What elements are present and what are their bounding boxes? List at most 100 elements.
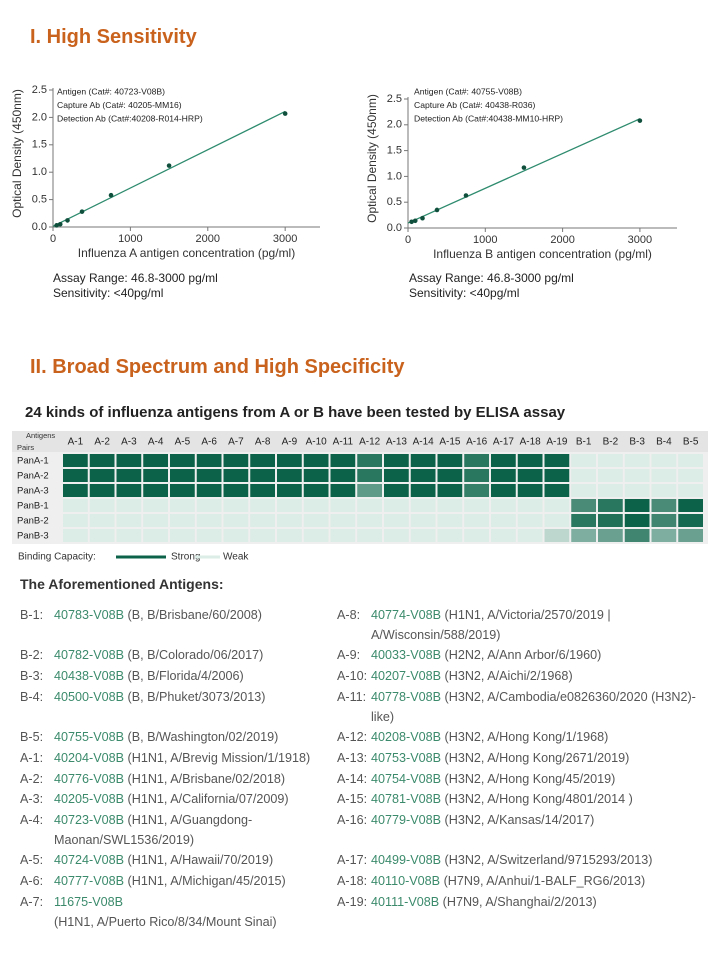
annotation: Capture Ab (Cat#: 40438-R036)	[414, 100, 535, 110]
y-tick-label: 1.5	[32, 139, 47, 151]
antigen-body: 40033-V08B (H2N2, A/Ann Arbor/6/1960)	[371, 646, 710, 666]
antigen-body: 40754-V08B (H3N2, A/Hong Kong/45/2019)	[371, 770, 710, 790]
antigen-entry: A-14: 40754-V08B (H3N2, A/Hong Kong/45/20…	[337, 770, 710, 790]
heatmap-cell	[170, 484, 195, 497]
data-point	[463, 193, 469, 198]
data-point	[282, 111, 288, 116]
heatmap-cell	[89, 514, 115, 527]
heatmap-cell	[384, 529, 409, 542]
heatmap-cell	[63, 484, 88, 497]
antigen-entry: B-3: 40438-V08B (B, B/Florida/4/2006)	[20, 667, 337, 687]
heatmap-cell	[196, 514, 222, 527]
antigen-list: B-1: 40783-V08B (B, B/Brisbane/60/2008) A-…	[20, 606, 710, 932]
antigen-code: B-1:	[20, 608, 44, 622]
heatmap-cell	[223, 484, 249, 497]
heatmap-cell	[170, 469, 195, 482]
heatmap-cell	[89, 454, 115, 467]
column-label: A-3	[121, 437, 137, 448]
heatmap-cell	[277, 454, 302, 467]
antigen-description: (H3N2, A/Hong Kong/2671/2019)	[444, 750, 630, 765]
antigen-description: (B, B/Washington/02/2019)	[127, 730, 279, 745]
antigen-description: (H3N2, A/Hong Kong/1/1968)	[444, 730, 609, 745]
heatmap-cell	[357, 454, 382, 467]
catalog-number: 40724-V08B	[54, 853, 125, 868]
antigen-description: (H1N1, A/Hawaii/70/2019)	[127, 853, 274, 868]
antigen-body: 40782-V08B (B, B/Colorado/06/2017)	[54, 646, 337, 666]
column-label: A-13	[386, 437, 408, 448]
antigen-code: A-16:	[337, 813, 368, 828]
heatmap-cell	[357, 499, 382, 512]
y-tick-label: 0.5	[32, 194, 47, 206]
antigen-entry: A-8: 40774-V08B (H1N1, A/Victoria/2570/20…	[337, 606, 710, 645]
antigen-code: A-14:	[337, 771, 368, 786]
heatmap-cell	[89, 484, 115, 497]
heatmap-cell	[223, 469, 249, 482]
heatmap-cell	[384, 499, 409, 512]
heatmap-cell	[678, 484, 703, 497]
column-label: A-19	[546, 437, 568, 448]
heatmap-cell	[384, 484, 409, 497]
antigen-body: 40205-V08B (H1N1, A/California/07/2009)	[54, 790, 337, 810]
heatmap-cell	[277, 529, 302, 542]
x-tick-label: 0	[50, 233, 56, 245]
column-label: A-1	[68, 437, 84, 448]
column-label: A-12	[359, 437, 381, 448]
heatmap-cell	[598, 514, 623, 527]
antigen-code: A-1:	[20, 750, 44, 765]
data-point	[166, 163, 172, 168]
heatmap-cell	[303, 484, 329, 497]
data-point	[54, 223, 59, 228]
heatmap-cell	[437, 529, 463, 542]
heatmap-cell	[544, 499, 570, 512]
catalog-number: 40779-V08B	[371, 813, 442, 828]
heatmap-cell	[517, 499, 543, 512]
row-label: PanA-2	[17, 471, 49, 482]
heatmap-cell	[571, 484, 596, 497]
catalog-number: 40776-V08B	[54, 771, 125, 786]
heatmap-cell	[678, 469, 703, 482]
column-label: A-14	[413, 437, 435, 448]
heatmap-cell	[303, 454, 329, 467]
antigen-body: 40774-V08B (H1N1, A/Victoria/2570/2019 |…	[371, 606, 710, 645]
row-label: PanB-3	[17, 531, 49, 542]
heatmap-cell	[598, 469, 623, 482]
antigen-code: B-4:	[20, 689, 44, 704]
antigen-body: 40499-V08B (H3N2, A/Switzerland/9715293/…	[371, 851, 710, 871]
antigen-code: A-13:	[337, 750, 368, 765]
x-tick-label: 1000	[118, 233, 142, 245]
data-point	[637, 118, 643, 123]
antigen-entry: B-4: 40500-V08B (B, B/Phuket/3073/2013)	[20, 688, 337, 727]
heatmap-cell	[410, 499, 436, 512]
antigen-description: (H3N2, A/Cambodia/e0826360/2020 (H3N2)-l…	[371, 689, 696, 724]
heatmap-cell	[196, 454, 222, 467]
heatmap-cell	[143, 499, 168, 512]
x-tick-label: 0	[405, 234, 411, 246]
antigen-body: 40438-V08B (B, B/Florida/4/2006)	[54, 667, 337, 687]
column-label: B-2	[603, 437, 619, 448]
data-point	[412, 218, 418, 224]
data-point	[521, 165, 527, 170]
heatmap-cell	[651, 499, 677, 512]
heatmap-cell	[624, 499, 650, 512]
column-label: A-18	[520, 437, 542, 448]
heatmap-cell	[196, 499, 222, 512]
antigen-description: (H3N2, A/Aichi/2/1968)	[444, 669, 573, 684]
heatmap-cell	[544, 469, 570, 482]
column-label: A-7	[228, 437, 244, 448]
heatmap-cell	[223, 454, 249, 467]
heatmap-cell	[143, 469, 168, 482]
antigen-entry: A-5: 40724-V08B (H1N1, A/Hawaii/70/2019)	[20, 851, 337, 871]
trend-line	[52, 110, 286, 227]
row-label: PanA-1	[17, 456, 49, 467]
note: Sensitivity: <40pg/ml	[53, 286, 163, 300]
heatmap-cell	[250, 514, 275, 527]
antigen-code: A-10:	[337, 669, 368, 684]
antigen-description: (H7N9, A/Anhui/1-BALF_RG6/2013)	[443, 874, 646, 889]
antigen-description: (H3N2, A/Kansas/14/2017)	[444, 813, 595, 828]
column-label: A-4	[148, 437, 164, 448]
subtitle: 24 kinds of influenza antigens from A or…	[25, 404, 566, 421]
heatmap-cell	[437, 484, 463, 497]
heatmap-cell	[250, 484, 275, 497]
antigen-description: (B, B/Florida/4/2006)	[127, 669, 244, 684]
catalog-number: 40754-V08B	[371, 771, 442, 786]
